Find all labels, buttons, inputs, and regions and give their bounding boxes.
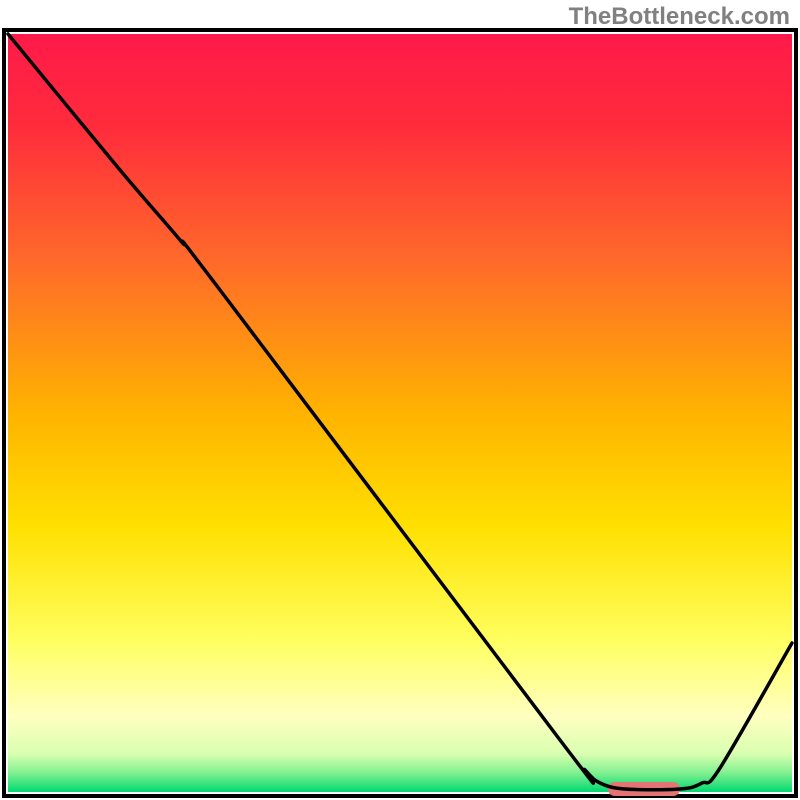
watermark-text: TheBottleneck.com [569, 3, 790, 30]
chart-container: TheBottleneck.com [0, 0, 800, 800]
bottleneck-chart: TheBottleneck.com [0, 0, 800, 800]
plot-background [8, 34, 792, 792]
